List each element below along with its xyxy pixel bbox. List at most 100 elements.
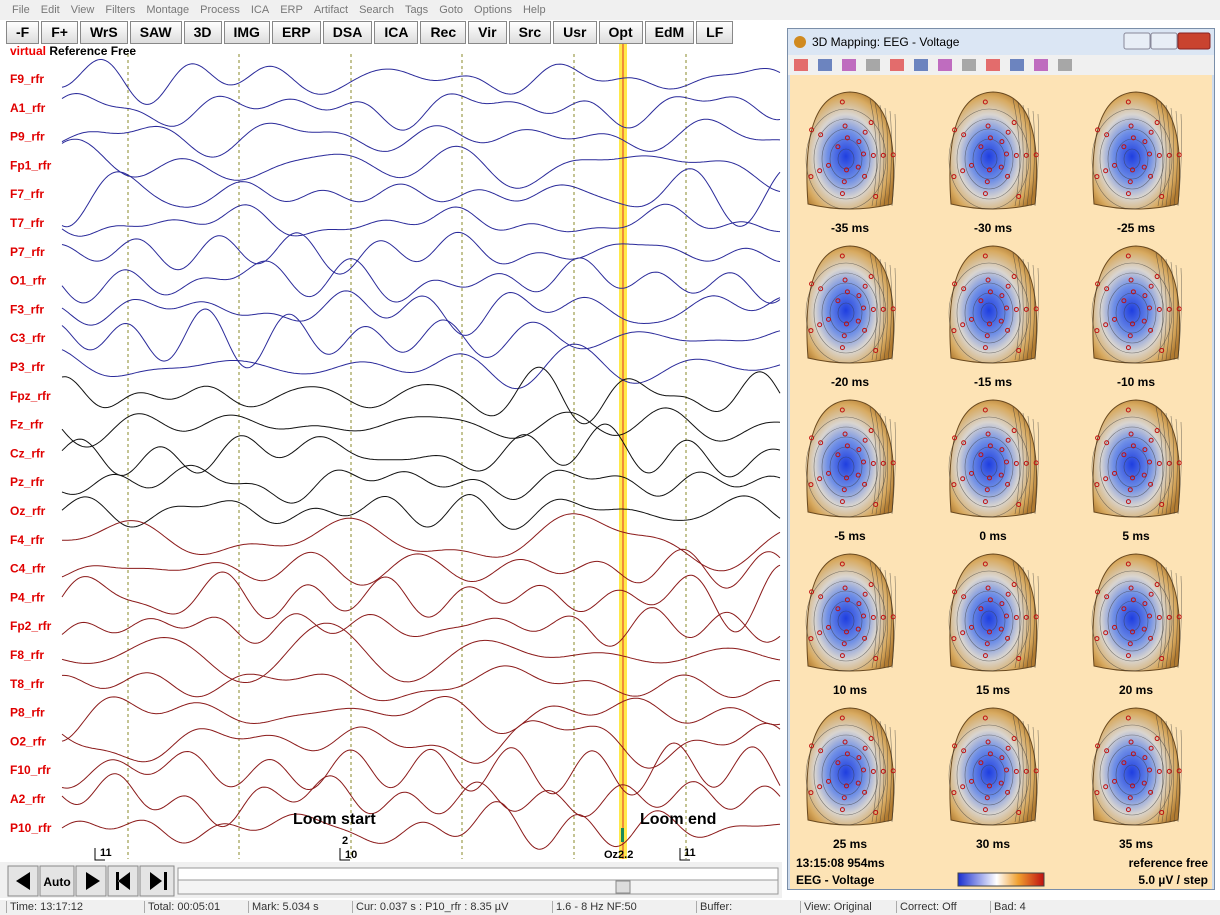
map-label: 30 ms <box>976 837 1010 851</box>
minimize-button[interactable] <box>1124 33 1150 49</box>
toolbar-button[interactable]: EdM <box>645 21 695 44</box>
menu-item[interactable]: Process <box>200 4 240 16</box>
channel-label: F7_rfr <box>10 187 44 201</box>
scroll-thumb[interactable] <box>616 881 630 893</box>
toolbar-button[interactable]: ICA <box>374 21 418 44</box>
channel-label: F8_rfr <box>10 648 44 662</box>
eeg-trace <box>62 291 780 336</box>
toolbar-button[interactable]: DSA <box>323 21 373 44</box>
tool-icon[interactable] <box>818 59 832 71</box>
toolbar-button[interactable]: Opt <box>599 21 643 44</box>
event-label: 11 <box>684 847 696 859</box>
menu-item[interactable]: Filters <box>105 4 135 16</box>
menu-item[interactable]: Tags <box>405 4 428 16</box>
auto-label: Auto <box>43 875 70 889</box>
event-label: 10 <box>345 849 357 861</box>
toolbar-button[interactable]: Vir <box>468 21 506 44</box>
toolbar-button[interactable]: Usr <box>553 21 596 44</box>
menu-item[interactable]: ICA <box>251 4 269 16</box>
eeg-trace <box>62 565 780 632</box>
event-label: 11 <box>100 847 112 859</box>
menu-item[interactable]: Search <box>359 4 394 16</box>
status-field: Total: 00:05:01 <box>144 901 220 913</box>
channel-label: A2_rfr <box>10 792 46 806</box>
channel-label: A1_rfr <box>10 101 46 115</box>
toolbar-button[interactable]: SAW <box>130 21 182 44</box>
toolbar-button[interactable]: Src <box>509 21 552 44</box>
eeg-trace <box>62 232 780 274</box>
channel-label: P4_rfr <box>10 590 45 604</box>
channel-label: Fpz_rfr <box>10 389 51 403</box>
map-step: 5.0 µV / step <box>1138 873 1208 887</box>
status-field: View: Original <box>800 901 872 913</box>
tool-icon[interactable] <box>866 59 880 71</box>
tool-icon[interactable] <box>1010 59 1024 71</box>
map-reference: reference free <box>1129 856 1209 870</box>
toolbar-button[interactable]: 3D <box>184 21 222 44</box>
eeg-view: F9_rfrA1_rfrP9_rfrFp1_rfrF7_rfrT7_rfrP7_… <box>0 44 782 899</box>
tool-icon[interactable] <box>890 59 904 71</box>
tool-icon[interactable] <box>1058 59 1072 71</box>
channel-label: P10_rfr <box>10 821 52 835</box>
tool-icon[interactable] <box>842 59 856 71</box>
tool-icon[interactable] <box>986 59 1000 71</box>
menu-item[interactable]: ERP <box>280 4 303 16</box>
map-label: 15 ms <box>976 683 1010 697</box>
channel-label: T7_rfr <box>10 216 44 230</box>
map-label: 25 ms <box>833 837 867 851</box>
channel-label: C4_rfr <box>10 562 46 576</box>
channel-label: O1_rfr <box>10 274 46 288</box>
menu-item[interactable]: File <box>12 4 30 16</box>
menu-item[interactable]: Options <box>474 4 512 16</box>
eeg-trace <box>62 169 780 227</box>
nav-bar: Auto <box>0 862 782 898</box>
toolbar-button[interactable]: ERP <box>272 21 321 44</box>
eeg-trace <box>62 408 780 447</box>
map-measure: EEG - Voltage <box>796 873 875 887</box>
tool-icon[interactable] <box>1034 59 1048 71</box>
status-field: Correct: Off <box>896 901 957 913</box>
app-icon <box>794 36 806 48</box>
channel-label: Cz_rfr <box>10 446 45 460</box>
menu-item[interactable]: Goto <box>439 4 463 16</box>
eeg-trace <box>62 424 780 477</box>
status-field: 1.6 - 8 Hz NF:50 <box>552 901 637 913</box>
eeg-trace <box>62 623 780 682</box>
map-label: 10 ms <box>833 683 867 697</box>
channel-label: F10_rfr <box>10 763 51 777</box>
scrollbar[interactable] <box>178 880 778 894</box>
toolbar-button[interactable]: -F <box>6 21 39 44</box>
channel-label: O2_rfr <box>10 734 46 748</box>
toolbar-button[interactable]: WrS <box>80 21 128 44</box>
status-bar: Time: 13:17:12Total: 00:05:01Mark: 5.034… <box>0 900 1220 915</box>
tool-icon[interactable] <box>794 59 808 71</box>
channel-label: C3_rfr <box>10 331 46 345</box>
toolbar-button[interactable]: LF <box>696 21 733 44</box>
toolbar-button[interactable]: F+ <box>41 21 78 44</box>
menu-item[interactable]: Help <box>523 4 546 16</box>
map-label: 0 ms <box>979 529 1007 543</box>
close-button[interactable] <box>1178 33 1210 49</box>
map-label: 5 ms <box>1122 529 1150 543</box>
tool-icon[interactable] <box>914 59 928 71</box>
menu-item[interactable]: View <box>71 4 95 16</box>
menu-item[interactable]: Edit <box>41 4 60 16</box>
status-field: Bad: 4 <box>990 901 1026 913</box>
eeg-trace <box>62 119 780 157</box>
event-label: Oz2.2 <box>604 849 633 861</box>
tool-icon[interactable] <box>938 59 952 71</box>
channel-label: Fp1_rfr <box>10 158 52 172</box>
menu-item[interactable]: Artifact <box>314 4 348 16</box>
map-label: -30 ms <box>974 221 1012 235</box>
event-marker <box>621 828 624 842</box>
eeg-trace <box>62 204 780 236</box>
tool-icon[interactable] <box>962 59 976 71</box>
annotation: Loom end <box>640 811 716 828</box>
eeg-trace <box>62 514 780 571</box>
maximize-button[interactable] <box>1151 33 1177 49</box>
eeg-trace <box>62 743 780 795</box>
toolbar-button[interactable]: Rec <box>420 21 466 44</box>
toolbar-button[interactable]: IMG <box>224 21 270 44</box>
menu-item[interactable]: Montage <box>146 4 189 16</box>
